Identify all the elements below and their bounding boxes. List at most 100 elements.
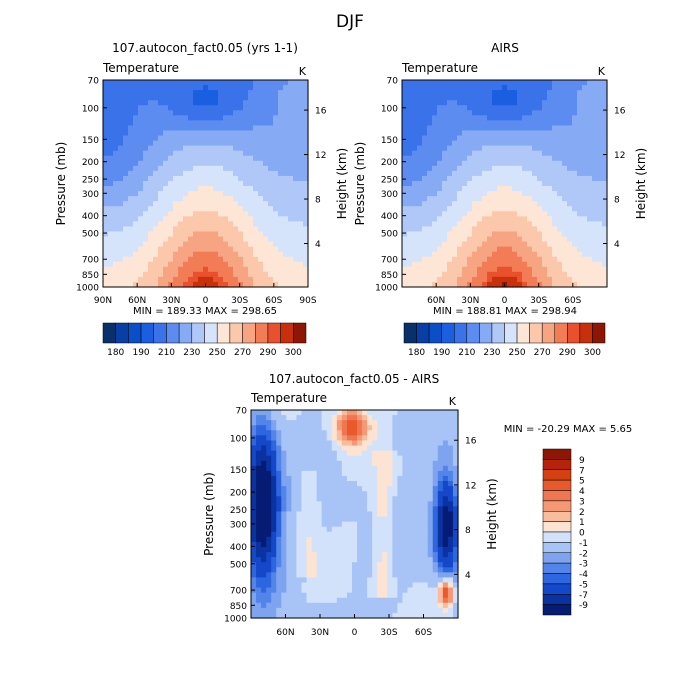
field-cell [301, 531, 308, 538]
field-cell [527, 236, 533, 243]
field-cell [427, 140, 433, 147]
field-cell [248, 261, 254, 268]
field-cell [387, 501, 393, 507]
field-cell [278, 216, 284, 222]
field-cell [261, 531, 267, 538]
colorbar-label: 250 [209, 348, 226, 358]
field-cell [532, 165, 538, 172]
field-cell [437, 281, 443, 288]
field-cell [417, 506, 424, 513]
field-cell [577, 276, 583, 283]
field-cell [387, 521, 393, 528]
field-cell [188, 266, 194, 273]
field-cell [276, 501, 282, 507]
field-cell [276, 506, 282, 513]
field-cell [542, 221, 548, 228]
field-cell [296, 410, 303, 416]
field-cell [487, 150, 493, 157]
field-cell [256, 465, 262, 472]
field-cell [577, 180, 583, 187]
field-cell [143, 85, 149, 91]
field-cell [537, 145, 543, 152]
field-cell [228, 100, 234, 106]
field-cell [118, 90, 124, 96]
field-cell [447, 95, 453, 101]
field-cell [442, 160, 448, 167]
field-cell [316, 562, 323, 568]
field-cell [218, 281, 224, 288]
field-cell [397, 486, 404, 492]
field-cell [273, 100, 279, 106]
field-cell [502, 170, 508, 177]
field-cell [203, 226, 209, 233]
field-cell [482, 246, 488, 253]
field-cell [522, 231, 528, 238]
field-cell [422, 256, 428, 263]
field-cell [251, 546, 257, 553]
field-cell [293, 175, 299, 182]
field-cell [557, 170, 563, 177]
field-cell [296, 445, 303, 452]
field-cell [592, 140, 598, 147]
field-cell [316, 541, 323, 548]
field-cell [367, 455, 373, 462]
field-cell [228, 80, 234, 86]
field-cell [271, 465, 277, 472]
field-cell [168, 231, 174, 238]
field-cell [402, 100, 408, 106]
height-tick-label: 4 [614, 240, 620, 250]
field-cell [118, 216, 124, 222]
field-cell [382, 460, 388, 467]
field-cell [542, 241, 548, 248]
field-cell [268, 95, 274, 101]
field-cell [417, 577, 424, 584]
field-cell [597, 281, 603, 288]
field-cell [402, 491, 409, 497]
field-cell [291, 587, 298, 594]
field-cell [293, 135, 299, 142]
field-cell [412, 150, 418, 157]
field-cell [402, 516, 409, 523]
field-cell [331, 465, 338, 472]
field-cell [218, 90, 224, 96]
field-cell [256, 481, 262, 487]
field-cell [228, 150, 234, 157]
field-cell [223, 231, 229, 238]
field-cell [432, 211, 438, 217]
field-cell [331, 420, 338, 426]
field-cell [276, 602, 282, 609]
field-cell [447, 241, 453, 248]
field-cell [412, 256, 418, 263]
field-cell [273, 226, 279, 233]
field-cell [243, 90, 249, 96]
field-cell [562, 261, 568, 268]
field-cell [148, 256, 154, 263]
colorbar-swatch [153, 322, 167, 344]
field-cell [258, 281, 264, 288]
field-cell [502, 175, 508, 182]
field-cell [218, 180, 224, 187]
field-cell [233, 221, 239, 228]
field-cell [567, 150, 573, 157]
field-cell [402, 226, 408, 233]
field-cell [336, 470, 343, 477]
field-cell [372, 562, 378, 568]
field-cell [487, 256, 493, 263]
field-cell [402, 526, 409, 533]
field-cell [547, 155, 553, 162]
field-cell [422, 572, 429, 579]
field-cell [198, 175, 204, 182]
field-cell [143, 155, 149, 162]
field-cell [482, 145, 488, 152]
field-cell [148, 221, 154, 228]
field-cell [238, 155, 244, 162]
field-cell [273, 80, 279, 86]
field-cell [387, 602, 393, 609]
field-cell [306, 430, 313, 436]
field-cell [592, 191, 598, 197]
field-cell [213, 145, 219, 152]
field-cell [387, 415, 393, 421]
field-cell [138, 246, 144, 253]
field-cell [326, 445, 333, 452]
field-cell [303, 241, 309, 248]
